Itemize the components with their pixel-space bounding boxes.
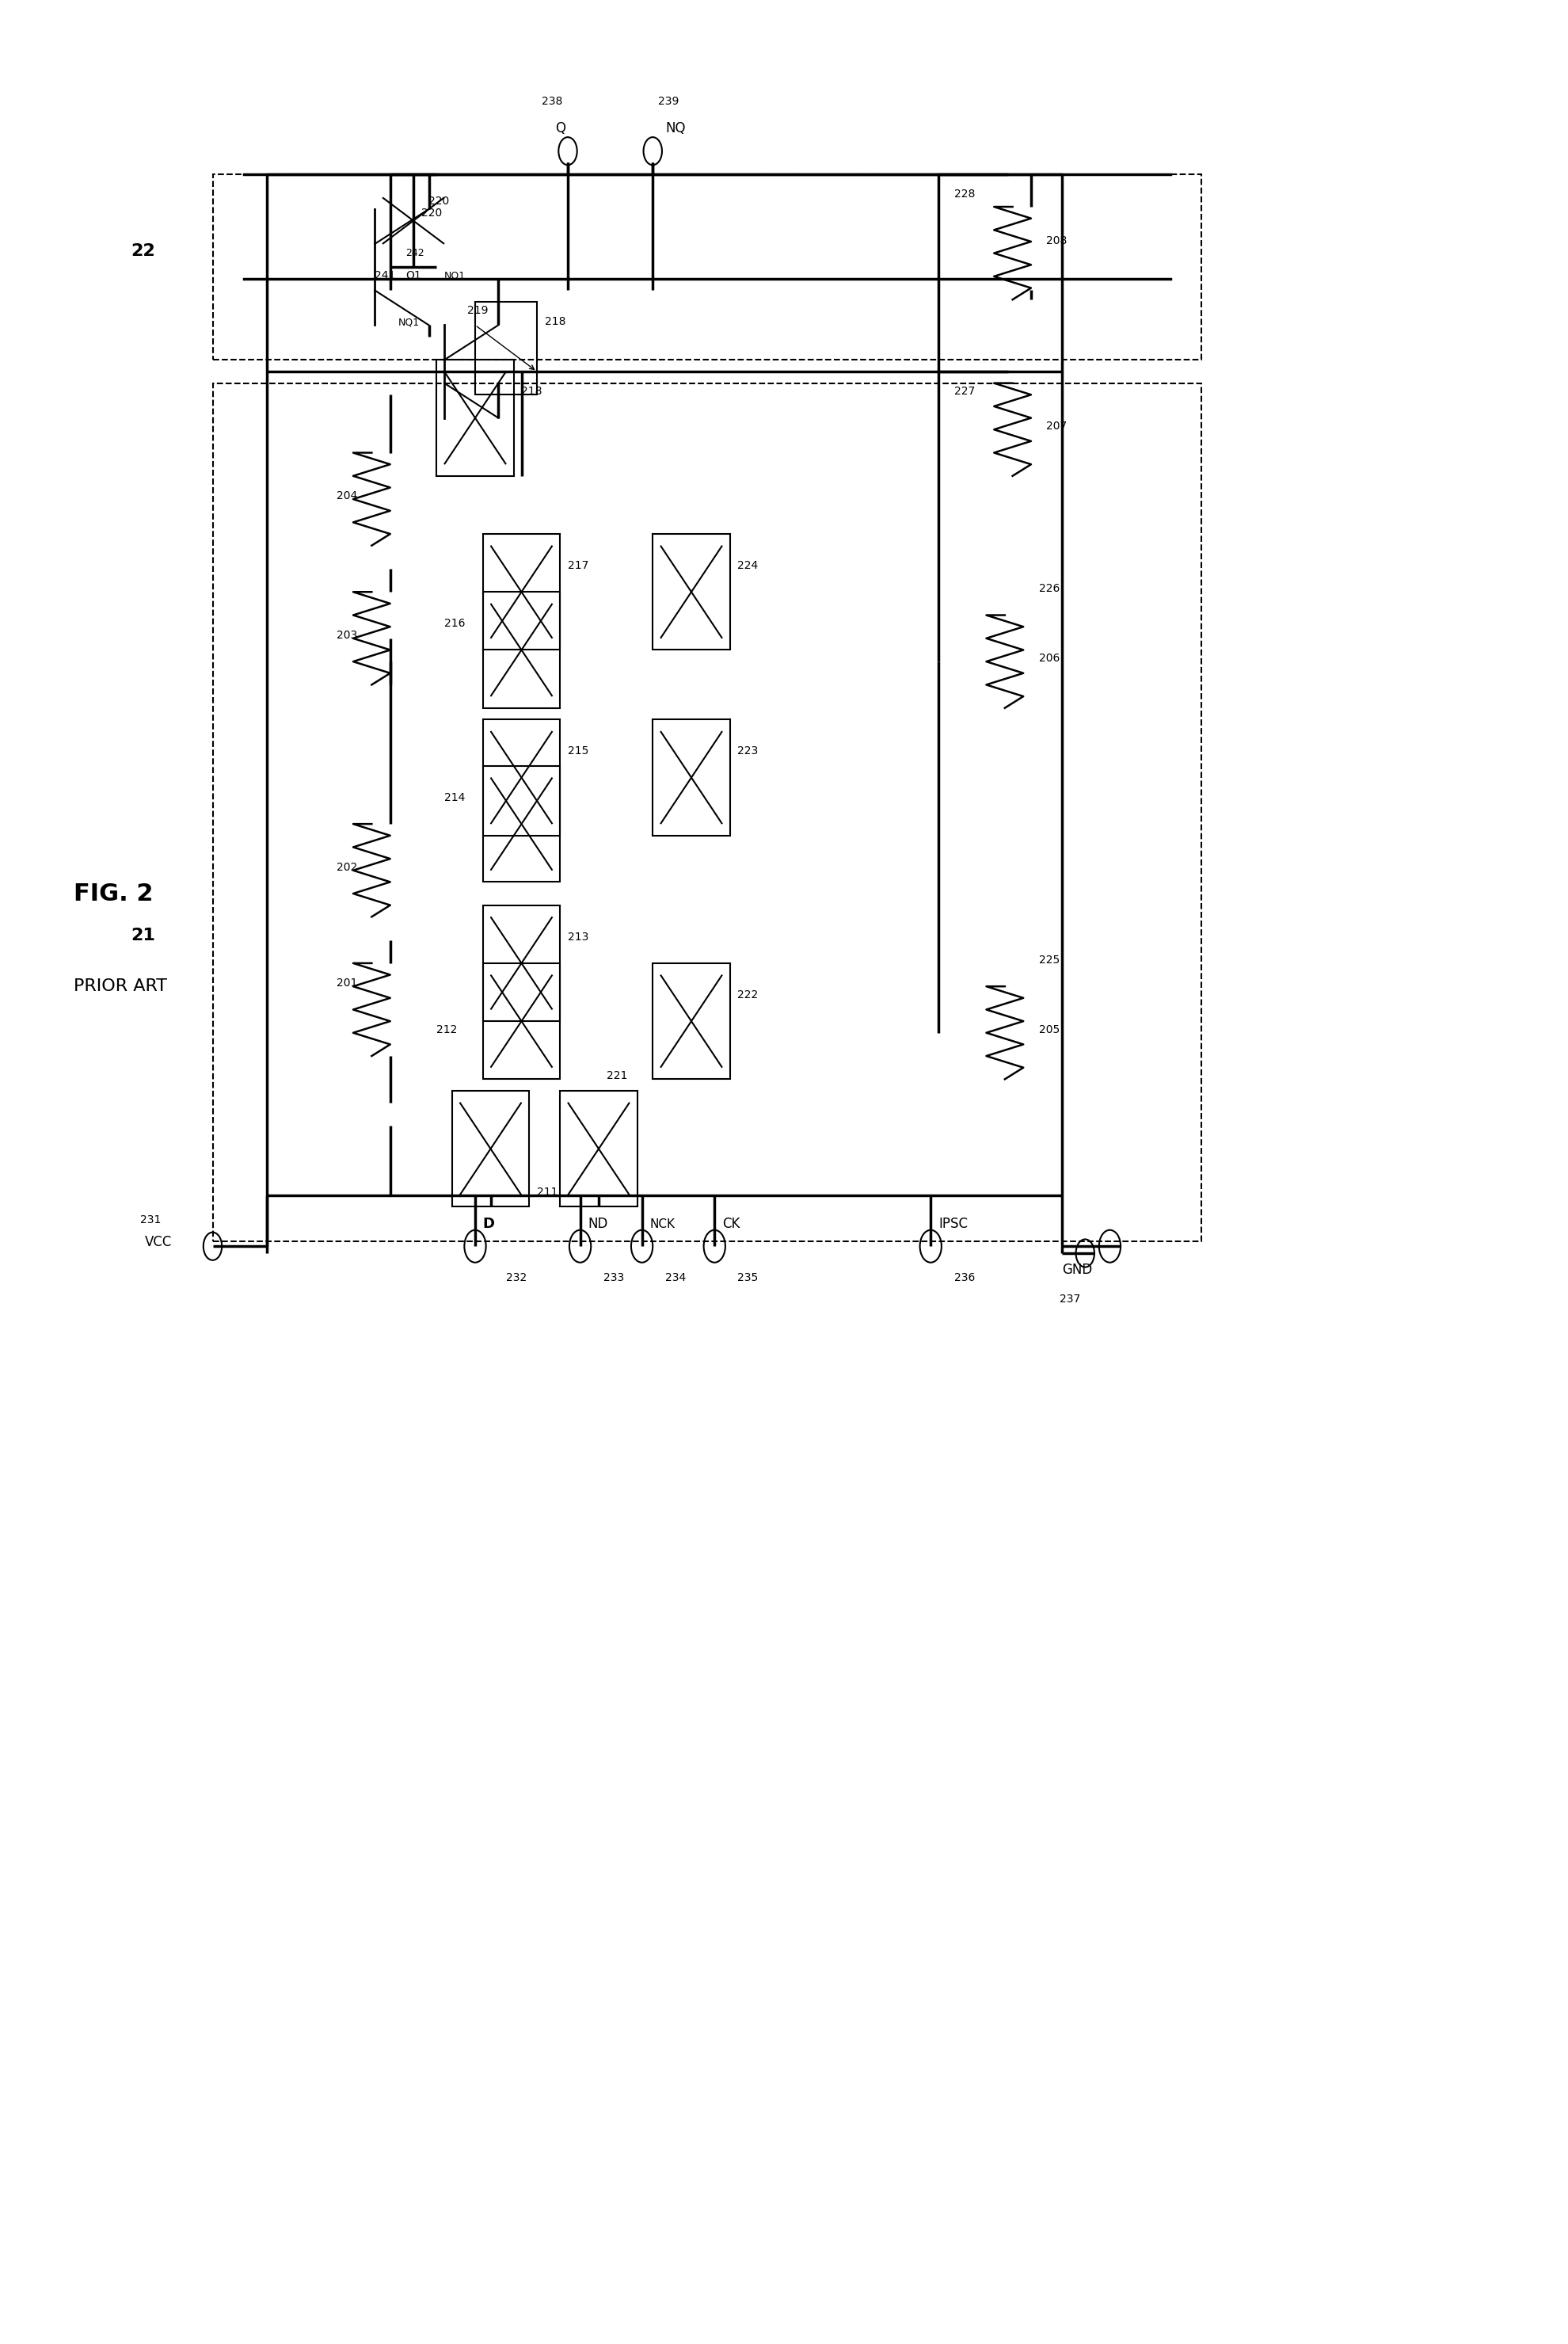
Text: 213: 213	[568, 931, 588, 942]
Text: CK: CK	[723, 1217, 740, 1231]
Bar	[483, 720, 560, 834]
Bar	[483, 963, 560, 1078]
Text: 211: 211	[536, 1186, 558, 1198]
Text: GND: GND	[1062, 1263, 1093, 1277]
Text: 235: 235	[737, 1273, 759, 1285]
Text: 239: 239	[657, 96, 679, 108]
Bar	[483, 534, 560, 649]
Text: NQ1: NQ1	[444, 272, 466, 281]
Bar	[436, 361, 514, 476]
Text: ND: ND	[588, 1217, 608, 1231]
Text: 225: 225	[1038, 954, 1060, 966]
Text: 232: 232	[506, 1273, 527, 1285]
Text: 236: 236	[953, 1273, 975, 1285]
Text: 201: 201	[336, 977, 358, 989]
Text: 205: 205	[1038, 1024, 1060, 1036]
Text: 238: 238	[543, 96, 563, 108]
Bar	[483, 905, 560, 1022]
Text: 228: 228	[953, 190, 975, 199]
Text: 218: 218	[544, 316, 566, 328]
Text: 223: 223	[737, 745, 759, 757]
Text: 217: 217	[568, 560, 588, 572]
Text: 237: 237	[1060, 1294, 1080, 1303]
Text: 214: 214	[444, 792, 466, 804]
Text: 227: 227	[953, 387, 975, 396]
Text: 218: 218	[522, 387, 543, 396]
Text: Q1: Q1	[406, 270, 422, 281]
Text: 207: 207	[1046, 422, 1068, 431]
Text: VCC: VCC	[144, 1235, 172, 1249]
Text: 212: 212	[436, 1024, 458, 1036]
Text: D: D	[483, 1217, 495, 1231]
Bar	[475, 302, 536, 394]
Text: 22: 22	[132, 244, 155, 258]
Text: NQ1: NQ1	[398, 316, 419, 328]
Text: 241: 241	[375, 270, 395, 281]
Bar	[483, 766, 560, 881]
Bar	[452, 1090, 530, 1207]
Text: 216: 216	[444, 619, 466, 628]
Text: 231: 231	[141, 1214, 162, 1226]
Text: 204: 204	[336, 490, 358, 502]
Bar	[560, 1090, 637, 1207]
Bar	[483, 593, 560, 708]
Text: PRIOR ART: PRIOR ART	[74, 977, 168, 994]
Text: 233: 233	[604, 1273, 624, 1285]
Text: 206: 206	[1038, 654, 1060, 663]
Text: FIG. 2: FIG. 2	[74, 881, 154, 905]
Text: 224: 224	[737, 560, 759, 572]
Text: 222: 222	[737, 989, 759, 1001]
Bar	[652, 720, 731, 834]
Text: NQ: NQ	[666, 122, 687, 136]
Text: 220: 220	[428, 197, 450, 206]
Text: 203: 203	[336, 631, 358, 640]
Text: 202: 202	[336, 863, 358, 872]
Text: 208: 208	[1046, 234, 1068, 246]
Bar	[652, 963, 731, 1078]
Text: 234: 234	[665, 1273, 685, 1285]
Text: 242: 242	[406, 248, 425, 258]
Text: 221: 221	[607, 1071, 627, 1081]
Text: Q: Q	[555, 122, 564, 136]
Text: IPSC: IPSC	[938, 1217, 967, 1231]
Text: 215: 215	[568, 745, 588, 757]
Text: 219: 219	[467, 305, 488, 316]
Text: NCK: NCK	[649, 1219, 674, 1231]
Text: 220: 220	[422, 206, 442, 218]
Text: 21: 21	[130, 928, 155, 942]
Bar	[213, 173, 1201, 361]
Bar	[652, 534, 731, 649]
Text: 226: 226	[1038, 584, 1060, 595]
Bar	[213, 382, 1201, 1242]
